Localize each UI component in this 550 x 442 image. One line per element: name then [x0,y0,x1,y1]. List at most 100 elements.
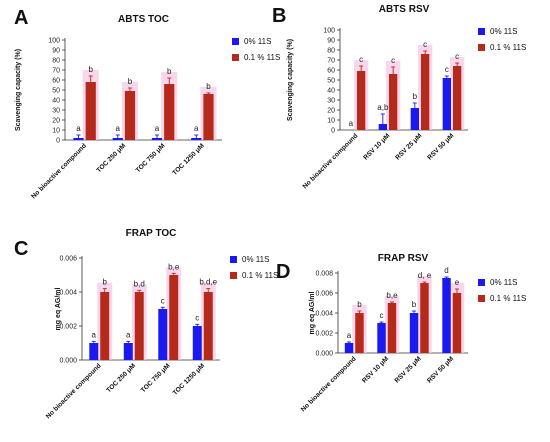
panel-a: A ABTS TOC 0 10 20 30 40 50 60 70 80 90 100 Scavengin… [14,7,280,200]
legend-swatch [232,38,239,45]
bar-control [191,138,202,140]
category-label: RSV 50 μM [426,355,455,384]
y-axis-label: mg eq AG/ml [309,291,316,334]
y-tick-label: 100 [323,28,335,35]
significance-label: e [455,278,460,287]
bar-treated [355,313,364,353]
significance-label: d [444,266,448,275]
category-label: RSV 25 μM [394,132,423,161]
significance-label: a [92,330,97,339]
y-tick-label: 60 [52,78,60,85]
y-tick-label: 0.000 [315,351,333,358]
category-label: TOC 750 μM [140,362,172,394]
panel-c: C FRAP TOC 0.000 0.002 0.004 0.006 mg eq AG/ml… [14,228,278,420]
bar-control [123,343,133,360]
bar-control [409,313,419,353]
panel-letter: A [14,7,28,29]
significance-label: b [412,300,417,309]
y-tick-label: 20 [52,118,60,125]
chart-title: ABTS TOC [118,14,169,25]
panel-letter: C [14,238,28,260]
significance-label: a [347,331,352,340]
significance-label: c [195,313,199,322]
category-label: No bioactive compound [30,142,88,200]
bar-control [344,343,354,353]
category-label: RSV 25 μM [394,355,423,384]
category-label: TOC 250 μM [105,362,137,394]
significance-label: c [359,55,363,64]
bar-treated [203,292,213,360]
bar-control [151,138,163,140]
category-label: TOC 1250 μM [171,142,206,177]
significance-label: b,e [386,291,398,300]
bar-treated [134,292,144,360]
bar-control [73,138,84,140]
legend-swatch [478,279,485,286]
significance-label: c [445,65,449,74]
significance-label: b [167,67,172,76]
y-tick-label: 80 [327,48,335,55]
y-axis-label: Scavenging capacity (%) [15,49,22,131]
bar-treated [421,54,430,130]
significance-label: a [155,124,160,133]
y-tick-label: 40 [327,88,335,95]
bar-treated [164,84,175,140]
bar-control [89,343,99,360]
significance-label: b,d,e [199,278,217,287]
legend-label: 0% 11S [244,37,271,46]
significance-label: a [116,124,121,133]
significance-label: c [391,56,395,65]
legend-label: 0% 11S [242,255,269,264]
legend-label: 0% 11S [490,27,517,36]
category-label: RSV 50 μM [426,132,455,161]
y-tick-label: 50 [327,78,335,85]
significance-label: a [194,124,199,133]
significance-label: b [357,300,362,309]
bar-control [378,124,387,130]
legend-swatch [478,295,485,302]
y-tick-label: 0.002 [59,324,77,331]
significance-label: c [161,296,165,305]
significance-label: d, e [418,271,432,280]
category-label: RSV 10 μM [362,132,391,161]
legend-swatch [230,272,237,279]
y-tick-label: 10 [327,118,335,125]
legend-swatch [478,44,485,51]
significance-label: a [126,330,131,339]
legend-label: 0.1 % 11S [490,294,526,303]
panel-b: B ABTS RSV 0 10 20 30 40 50 60 70 80 90 100 Scavengin… [272,4,526,190]
panel-d: D FRAP RSV 0.000 0.002 0.004 0.006 0.008 mg eq … [276,253,526,413]
significance-label: b,d [134,279,145,288]
category-label: TOC 1250 μM [172,362,207,397]
bar-treated [124,91,136,140]
bar-control [442,78,451,130]
y-tick-label: 60 [327,68,335,75]
legend-label: 0.1 % 11S [242,271,278,280]
bar-control [410,108,419,130]
category-label: RSV 10 μM [361,355,390,384]
y-tick-label: 90 [327,38,335,45]
bar-control [158,309,168,360]
y-tick-label: 30 [52,108,60,115]
legend-label: 0.1 % 11S [490,43,526,52]
y-tick-label: 0.004 [315,311,333,318]
y-tick-label: 80 [52,58,60,65]
y-tick-label: 0 [331,128,335,135]
category-label: No bioactive compound [45,362,103,420]
category-label: No bioactive compound [302,132,360,190]
legend-swatch [232,54,239,61]
significance-label: b [128,77,133,86]
bar-treated [453,66,462,130]
legend-label: 0.1 % 11S [244,53,280,62]
y-tick-label: 90 [52,48,60,55]
legend-swatch [478,28,485,35]
bar-treated [203,94,214,140]
bar-control [442,278,451,353]
significance-label: b [103,278,108,287]
significance-label: b [89,65,94,74]
bar-control [192,326,202,360]
y-axis-label: Scavenging capacity (%) [287,39,294,121]
significance-label: c [455,52,459,61]
significance-label: c [380,311,384,320]
chart-title: ABTS RSV [379,4,430,15]
